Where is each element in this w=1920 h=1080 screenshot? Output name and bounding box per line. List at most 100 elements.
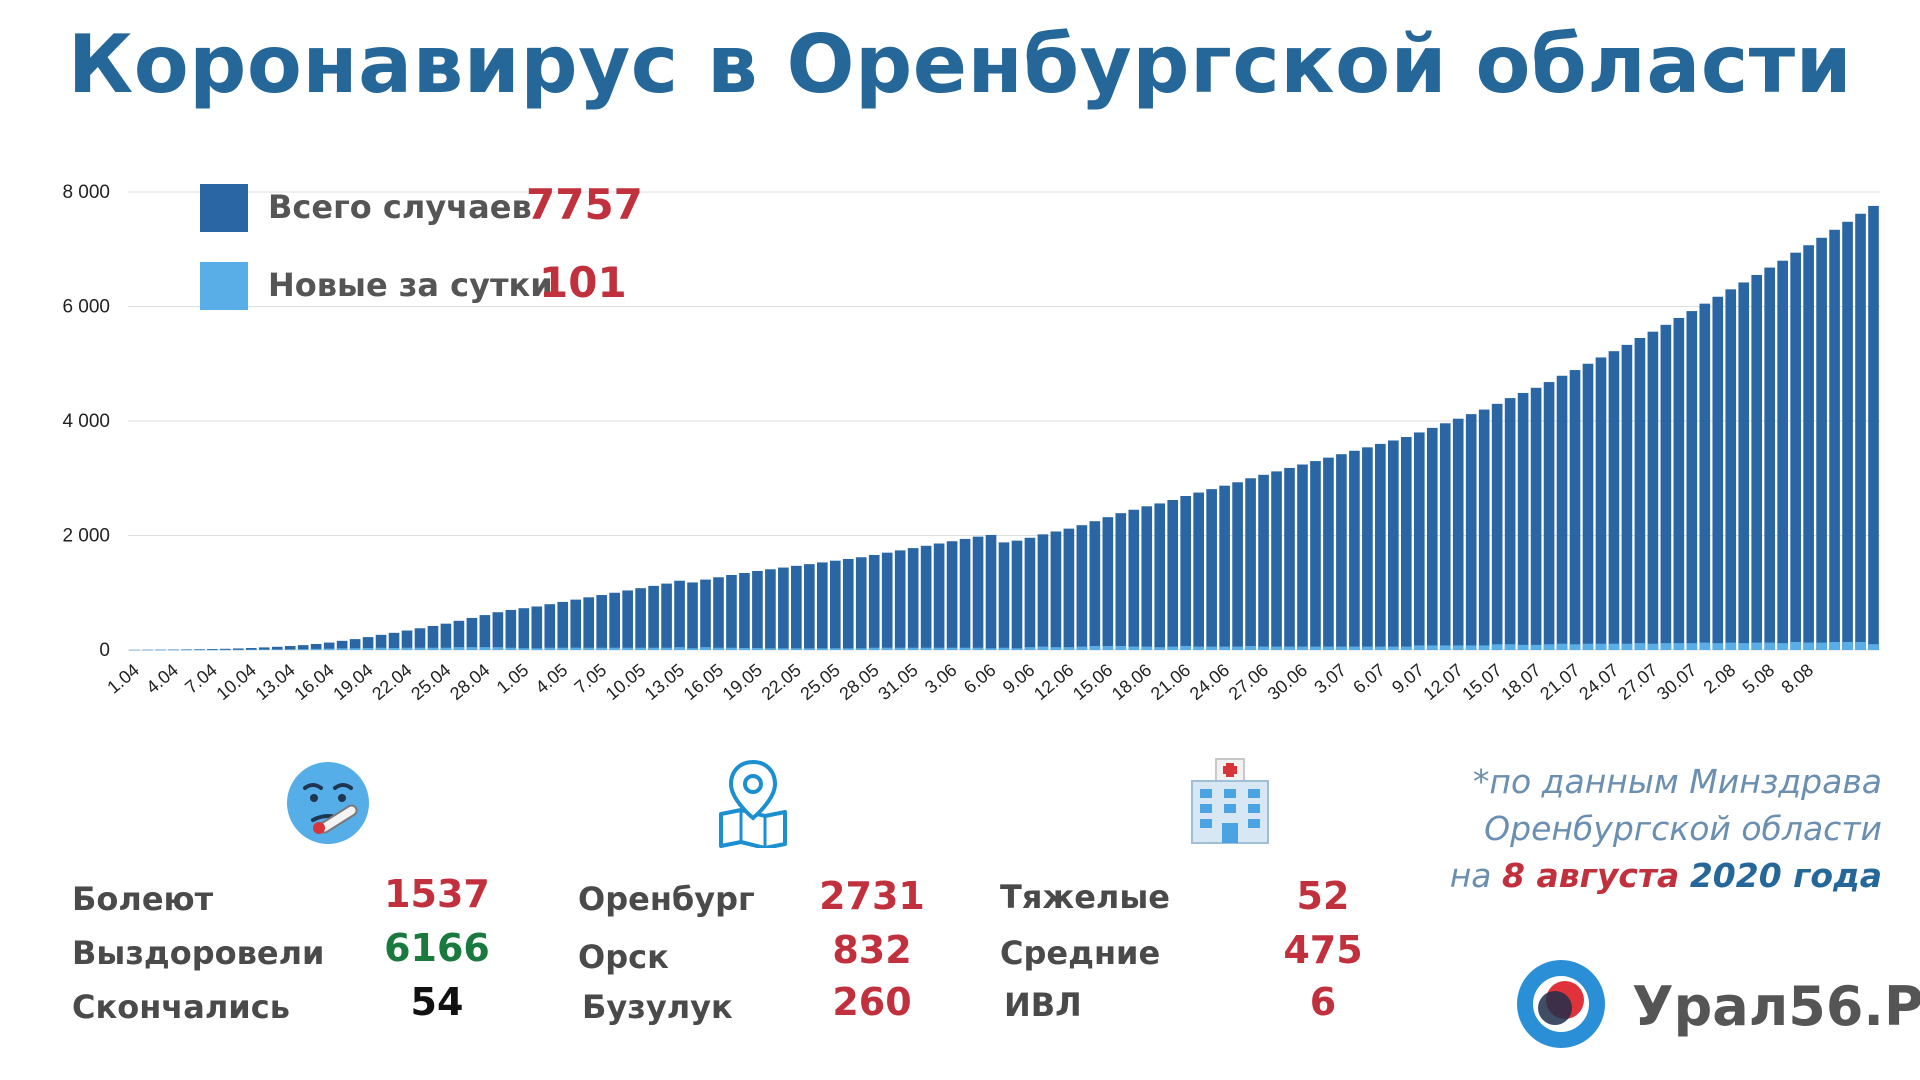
bar-new — [258, 649, 270, 650]
source-date: 8 августа — [1502, 856, 1680, 895]
x-tick-label: 1.04 — [103, 660, 143, 698]
bar-new — [1310, 646, 1321, 650]
bar-new — [1478, 645, 1490, 650]
x-tick-label: 2.08 — [1700, 660, 1740, 698]
bar-new — [245, 649, 257, 651]
bar-new — [401, 647, 413, 650]
bar-new — [1517, 644, 1529, 650]
bar-total — [1569, 370, 1581, 650]
bar-new — [842, 648, 854, 650]
chart-bars — [129, 205, 1879, 651]
bar-total — [959, 538, 971, 650]
bar-total — [310, 643, 322, 650]
x-tick-label: 4.04 — [142, 660, 182, 698]
bar-total — [1452, 418, 1464, 650]
bar-total — [1621, 344, 1633, 650]
bar-new — [531, 648, 543, 650]
bar-new — [453, 647, 465, 650]
stat-orenburg-label: Оренбург — [578, 880, 755, 918]
x-tick-label: 10.05 — [602, 660, 649, 704]
bar-total — [1803, 245, 1814, 651]
bar-total — [1647, 331, 1659, 650]
bar-new — [1634, 643, 1646, 650]
bar-new — [570, 647, 582, 650]
bar-new — [985, 648, 997, 650]
bar-total — [1504, 398, 1516, 650]
x-tick-label: 16.04 — [290, 660, 337, 704]
x-tick-label: 5.08 — [1739, 660, 1779, 698]
bar-new — [1271, 646, 1282, 650]
bar-total — [453, 620, 465, 650]
bar-total — [544, 604, 556, 650]
bar-total — [1193, 492, 1204, 650]
bar-new — [1595, 643, 1607, 650]
bar-new — [271, 649, 283, 650]
bar-total — [388, 632, 400, 650]
x-tick-label: 19.05 — [719, 660, 766, 704]
y-tick-label: 2 000 — [62, 526, 110, 547]
bar-new — [998, 647, 1010, 650]
x-tick-label: 25.04 — [407, 660, 454, 704]
x-tick-label: 15.06 — [1069, 660, 1116, 704]
stat-recovered-value: 6166 — [384, 926, 490, 970]
x-tick-label: 8.08 — [1777, 660, 1817, 698]
bar-total — [1764, 267, 1776, 650]
bar-total — [1310, 461, 1321, 650]
bar-new — [1426, 645, 1438, 650]
bar-new — [310, 648, 322, 650]
bar-new — [1621, 643, 1633, 650]
bar-total — [765, 569, 776, 650]
bar-new — [1362, 646, 1373, 650]
bar-total — [596, 595, 608, 650]
bar-total — [401, 630, 413, 650]
legend-total-swatch — [200, 184, 248, 232]
bar-total — [1245, 478, 1256, 650]
bar-new — [388, 648, 400, 650]
bar-new — [1037, 646, 1049, 650]
bar-total — [791, 565, 802, 650]
legend-total-value: 7757 — [526, 180, 643, 229]
bar-new — [778, 648, 789, 650]
bar-new — [1530, 644, 1542, 650]
bar-new — [920, 647, 932, 650]
bar-new — [1725, 642, 1737, 650]
x-tick-label: 31.05 — [874, 660, 921, 704]
bar-new — [1258, 646, 1269, 650]
bar-total — [920, 545, 932, 650]
bar-total — [1738, 282, 1750, 650]
bar-total — [933, 543, 945, 650]
bar-total — [1543, 382, 1555, 650]
bar-new — [1180, 645, 1192, 650]
bar-new — [1504, 644, 1516, 650]
stat-ventilator-label: ИВЛ — [1004, 986, 1082, 1024]
bar-total — [1725, 289, 1737, 650]
bar-new — [661, 647, 672, 650]
bar-new — [505, 647, 517, 650]
x-tick-label: 21.06 — [1147, 660, 1194, 704]
x-tick-label: 27.06 — [1225, 660, 1272, 704]
bar-new — [894, 647, 906, 650]
bar-total — [1413, 432, 1425, 650]
bar-total — [1219, 485, 1230, 650]
bar-new — [713, 647, 724, 650]
stat-recovered-label: Выздоровели — [72, 934, 325, 972]
source-line1: *по данным Минздрава — [1472, 762, 1882, 801]
bar-total — [726, 575, 737, 650]
bar-total — [570, 599, 582, 650]
bar-new — [1738, 643, 1750, 650]
stat-sick-label: Болеют — [72, 880, 214, 918]
bar-new — [1089, 645, 1101, 650]
x-tick-label: 28.04 — [446, 660, 493, 704]
bar-total — [1608, 351, 1620, 650]
bar-new — [739, 648, 750, 650]
bar-total — [1141, 506, 1153, 650]
brand-name: Урал56.Ру — [1632, 975, 1920, 1038]
bar-new — [1413, 645, 1425, 650]
bar-total — [414, 628, 426, 650]
bar-new — [194, 649, 205, 651]
bar-total — [1349, 450, 1360, 650]
x-tick-label: 13.05 — [641, 660, 688, 704]
bar-total — [323, 642, 335, 650]
bar-new — [129, 649, 140, 651]
bar-total — [804, 564, 815, 651]
